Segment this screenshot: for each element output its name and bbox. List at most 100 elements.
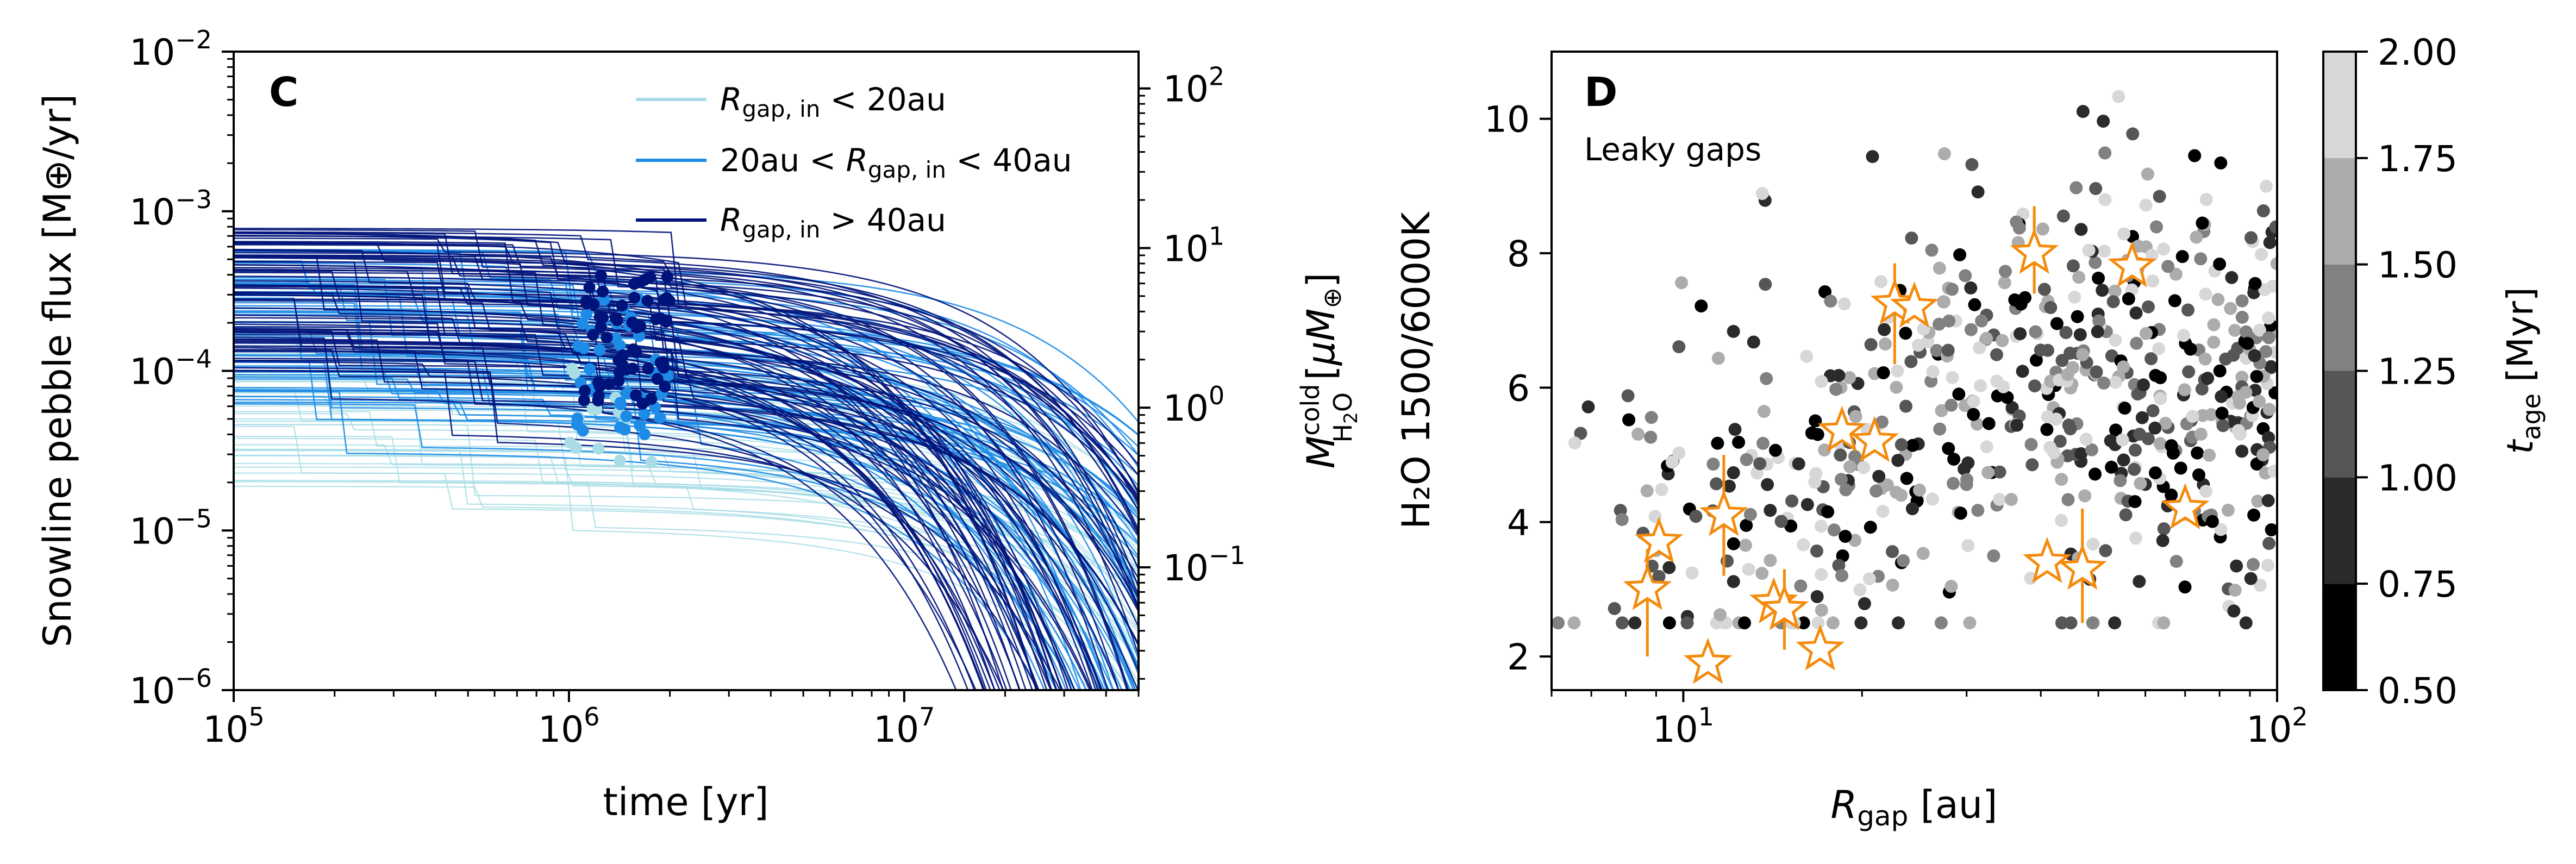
model-point [2141, 432, 2155, 446]
model-point [2182, 365, 2196, 379]
model-point [2254, 579, 2267, 592]
flux-track [234, 262, 1098, 690]
model-point [1891, 364, 1904, 378]
snapshot-point [597, 311, 609, 324]
model-point [1848, 450, 1861, 463]
model-point [2196, 216, 2209, 230]
model-point [2213, 258, 2227, 271]
y-tick-label: 10−6 [129, 663, 212, 712]
model-point [1834, 448, 1847, 462]
model-point [1755, 567, 1769, 580]
model-point [1710, 477, 1723, 491]
model-point [1878, 323, 1891, 336]
model-point [2030, 353, 2043, 367]
model-point [2109, 423, 2122, 437]
model-point [2044, 301, 2058, 314]
model-point [1942, 442, 1955, 455]
model-point [1853, 583, 1867, 597]
model-point [1740, 453, 1753, 466]
flux-track [234, 261, 1139, 570]
model-point [2224, 302, 2237, 315]
model-point [2227, 348, 2240, 362]
model-point [1959, 269, 1972, 283]
model-point [1874, 275, 1887, 289]
model-point [1900, 472, 1914, 485]
model-point [2159, 417, 2172, 430]
x-tick-label: 105 [203, 702, 264, 750]
snapshot-point [603, 378, 615, 390]
model-point [1968, 298, 1981, 311]
model-point [1706, 458, 1720, 471]
model-point [2203, 448, 2216, 462]
model-point [2268, 386, 2277, 399]
model-point [2141, 167, 2154, 181]
model-point [2195, 382, 2209, 396]
y-tick-label: 10−5 [129, 504, 212, 552]
model-point [1774, 515, 1788, 528]
model-point [1644, 430, 1658, 444]
model-point [2078, 489, 2092, 503]
snapshot-point [592, 376, 604, 389]
model-point [2262, 537, 2276, 550]
x-tick-label: 102 [2246, 702, 2308, 750]
snapshot-point [578, 342, 590, 354]
model-point [2247, 508, 2261, 522]
model-point [2092, 271, 2105, 285]
observed-star [1796, 624, 1845, 671]
model-point [2227, 604, 2241, 618]
model-point [1854, 616, 1868, 630]
observed-star [1623, 564, 1672, 610]
colorbar-tick-label: 0.50 [2378, 670, 2458, 712]
model-point [1809, 467, 1823, 480]
flux-track [234, 292, 1048, 690]
model-point [2108, 284, 2122, 298]
model-point [1971, 504, 1985, 517]
model-point [2258, 283, 2272, 296]
model-point [2265, 523, 2277, 536]
model-point [1942, 314, 1956, 328]
model-point [2085, 443, 2098, 456]
model-point [1622, 413, 1636, 427]
model-point [2037, 283, 2051, 296]
flux-track [234, 341, 1064, 690]
model-point [1727, 575, 1740, 588]
model-point [1821, 505, 1835, 518]
model-point [2262, 331, 2275, 345]
model-point [1843, 460, 1856, 473]
flux-track [234, 333, 1139, 502]
model-point [1990, 348, 2003, 361]
model-point [1832, 559, 1846, 572]
model-point [2150, 220, 2163, 234]
model-point [1672, 446, 1686, 460]
snapshot-point [578, 385, 591, 397]
model-point [1811, 616, 1825, 630]
model-point [2059, 326, 2073, 339]
observed-star [1850, 416, 1899, 462]
panel-c-y-label: Snowline pebble flux [M⊕/yr] [35, 94, 80, 647]
panel-c-label: C [269, 69, 298, 116]
model-point [1998, 265, 2012, 278]
flux-track [234, 237, 1139, 494]
model-point [1993, 465, 2006, 479]
flux-track [234, 360, 1001, 690]
model-point [1800, 349, 1814, 363]
flux-track [234, 231, 1139, 587]
model-point [2098, 146, 2112, 160]
model-point [2188, 149, 2202, 162]
model-point [1797, 616, 1810, 630]
model-point [1864, 338, 1878, 352]
model-point [2152, 342, 2166, 355]
colorbar-tick-label: 1.00 [2378, 457, 2458, 499]
model-point [1944, 398, 1958, 412]
model-point [1662, 616, 1676, 630]
model-point [1800, 498, 1814, 511]
observed-star [1817, 405, 1866, 452]
snapshot-point [654, 411, 666, 424]
model-point [2157, 242, 2171, 256]
model-point [2244, 572, 2258, 585]
model-point [2086, 616, 2099, 630]
model-point [1862, 572, 1876, 586]
model-point [1937, 147, 1951, 160]
model-point [1904, 355, 1918, 368]
panel-d-annotation: Leaky gaps [1584, 131, 1761, 168]
